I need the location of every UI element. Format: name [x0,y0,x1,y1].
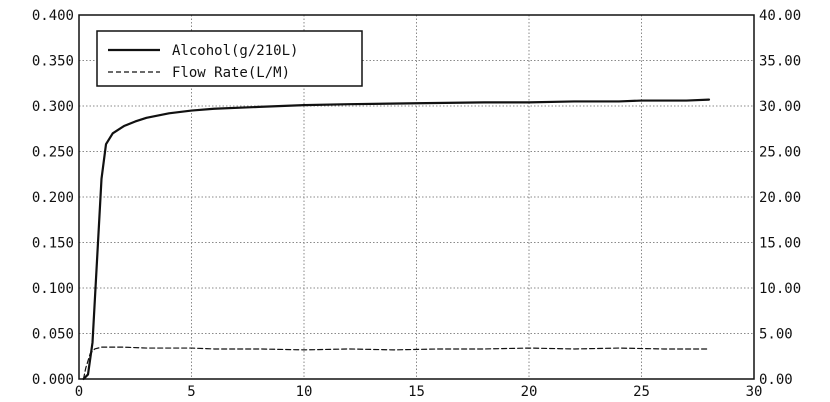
y-left-tick-label: 0.100 [32,281,74,297]
legend-label-alcohol: Alcohol(g/210L) [172,43,298,59]
y-left-tick-label: 0.350 [32,54,74,70]
y-left-tick-label: 0.400 [32,8,74,24]
legend: Alcohol(g/210L) Flow Rate(L/M) [96,30,363,87]
x-tick-label: 20 [521,384,538,400]
x-tick-label: 30 [746,384,763,400]
x-tick-label: 0 [75,384,83,400]
x-tick-label: 25 [633,384,650,400]
y-right-tick-label: 10.00 [759,281,801,297]
y-right-tick-label: 25.00 [759,145,801,161]
x-axis: 0 5 10 15 20 25 30 [75,384,763,400]
x-tick-label: 5 [187,384,195,400]
y-right-tick-label: 0.00 [759,372,793,388]
y-left-tick-label: 0.050 [32,327,74,343]
legend-box [96,30,363,87]
y-left-tick-label: 0.250 [32,145,74,161]
y-axis-left: 0.000 0.050 0.100 0.150 0.200 0.250 0.300 0.350… [32,8,74,388]
y-right-tick-label: 20.00 [759,190,801,206]
y-left-tick-label: 0.000 [32,372,74,388]
y-right-tick-label: 35.00 [759,54,801,70]
y-right-tick-label: 15.00 [759,236,801,252]
y-right-tick-label: 30.00 [759,99,801,115]
series-layer [82,98,711,381]
y-left-tick-label: 0.200 [32,190,74,206]
y-right-tick-label: 40.00 [759,8,801,24]
y-left-tick-label: 0.150 [32,236,74,252]
y-right-tick-label: 5.00 [759,327,793,343]
plot-frame [78,14,755,380]
grid [79,15,754,379]
y-axis-right: 0.00 5.00 10.00 15.00 20.00 25.00 30.00 35.00 40… [759,8,801,388]
series-line-alcohol [82,98,711,381]
x-tick-label: 15 [408,384,425,400]
legend-label-flow-rate: Flow Rate(L/M) [172,65,290,81]
x-tick-label: 10 [296,384,313,400]
y-left-tick-label: 0.300 [32,99,74,115]
series-line-flow-rate [82,346,710,380]
